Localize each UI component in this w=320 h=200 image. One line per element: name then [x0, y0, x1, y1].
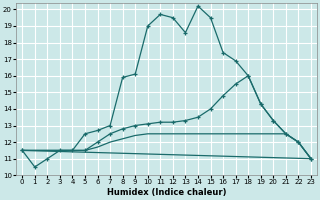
X-axis label: Humidex (Indice chaleur): Humidex (Indice chaleur) — [107, 188, 226, 197]
